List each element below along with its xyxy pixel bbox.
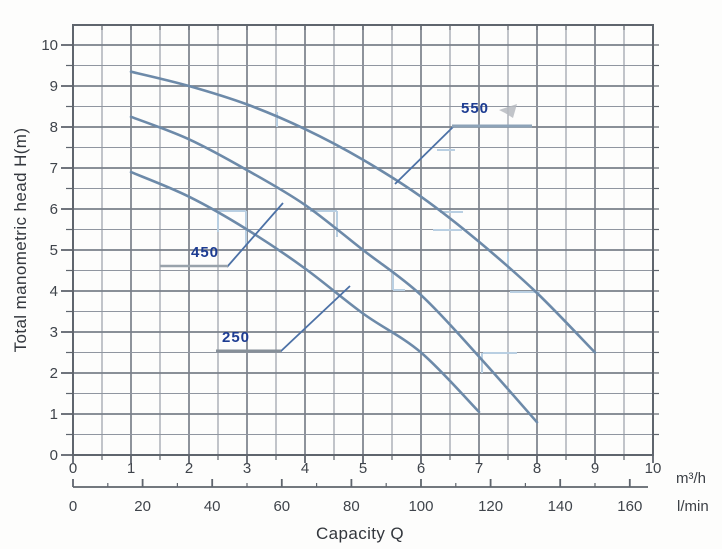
curve-label-250: 250 xyxy=(222,329,251,346)
x-tick-label: 2 xyxy=(185,460,193,477)
y-tick-label: 0 xyxy=(50,447,58,464)
lmin-tick-label: 160 xyxy=(617,498,642,515)
y-tick-label: 4 xyxy=(50,283,58,300)
lmin-tick-label: 140 xyxy=(548,498,573,515)
curve-450 xyxy=(129,115,539,424)
lmin-tick-label: 60 xyxy=(273,498,290,515)
x-tick-label: 4 xyxy=(301,460,309,477)
y-tick-label: 7 xyxy=(50,160,58,177)
lmin-tick-label: 20 xyxy=(134,498,151,515)
x-tick-label: 7 xyxy=(475,460,483,477)
lmin-axis: 0 20 40 60 80 100 120 140 160 xyxy=(69,479,648,515)
x-tick-label: 1 xyxy=(127,460,135,477)
lmin-tick-label: 40 xyxy=(204,498,221,515)
y-tick-label: 10 xyxy=(41,37,58,54)
y-tick-label: 8 xyxy=(50,119,58,136)
curve-label-550: 550 xyxy=(461,100,490,117)
x-tick-label: 3 xyxy=(243,460,251,477)
x-tick-label: 8 xyxy=(533,460,541,477)
curve-250 xyxy=(129,170,481,414)
x-axis-labels: 0 1 2 3 4 5 6 7 8 9 10 xyxy=(69,460,662,477)
x-tick-label: 5 xyxy=(359,460,367,477)
y-tick-label: 5 xyxy=(50,242,58,259)
plot-border xyxy=(72,24,654,456)
grid xyxy=(73,25,653,455)
x-axis-title: Capacity Q xyxy=(315,524,405,543)
y-tick-label: 1 xyxy=(50,406,58,423)
x-tick-label: 9 xyxy=(591,460,599,477)
x-axis-unit-lmin: l/min xyxy=(677,498,709,515)
y-axis-title: Total manometric head H(m) xyxy=(11,127,30,353)
y-axis-labels: 0 1 2 3 4 5 6 7 8 9 10 xyxy=(41,37,58,464)
y-tick-label: 2 xyxy=(50,365,58,382)
curve-550 xyxy=(129,70,597,354)
y-tick-label: 6 xyxy=(50,201,58,218)
lmin-tick-label: 120 xyxy=(478,498,503,515)
x-tick-label: 0 xyxy=(69,460,77,477)
x-tick-label: 10 xyxy=(645,460,662,477)
lmin-tick-label: 80 xyxy=(343,498,360,515)
x-axis-unit-m3h: m³/h xyxy=(676,470,706,487)
y-tick-label: 9 xyxy=(50,78,58,95)
curves xyxy=(129,70,597,424)
x-tick-label: 6 xyxy=(417,460,425,477)
curve-label-450: 450 xyxy=(191,244,220,261)
axes-ticks xyxy=(61,26,659,463)
curve-label-annotations xyxy=(160,104,532,353)
lmin-tick-label: 100 xyxy=(408,498,433,515)
scan-smudge-arrow xyxy=(499,104,517,118)
lmin-tick-label: 0 xyxy=(69,498,77,515)
y-tick-label: 3 xyxy=(50,324,58,341)
